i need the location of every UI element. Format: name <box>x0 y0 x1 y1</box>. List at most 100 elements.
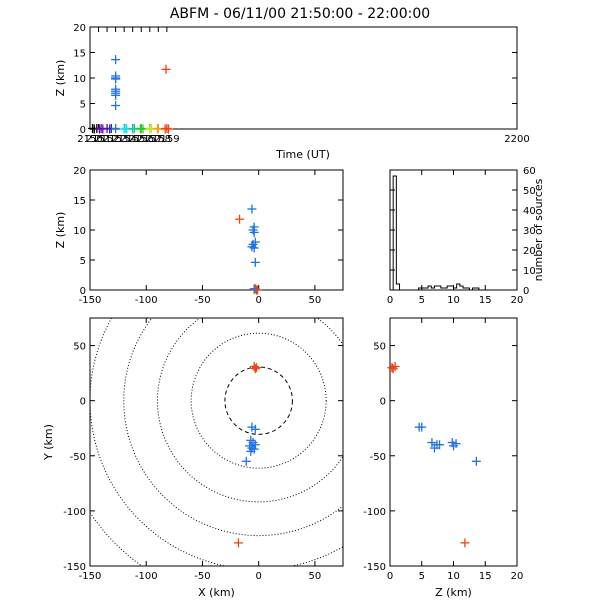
y-tick-label: -50 <box>370 452 386 463</box>
x-tick-label: 2154 <box>111 134 136 145</box>
x-axis-label: Z (km) <box>435 586 472 599</box>
source-marker <box>111 74 121 84</box>
y-tick-label: 40 <box>523 206 536 217</box>
plan-view-panel: -150 -100 -50 0 50 -150 -100 -50 0 50 X (km) Y (km) <box>42 317 344 599</box>
source-marker <box>241 456 251 466</box>
y-tick-label: 20 <box>73 23 86 34</box>
source-marker <box>249 227 259 237</box>
source-marker <box>111 123 121 133</box>
y-tick-label: 20 <box>73 166 86 177</box>
source-marker <box>233 538 243 548</box>
x-tick-label: 0 <box>255 571 261 582</box>
source-marker <box>161 64 171 74</box>
source-marker <box>251 363 261 373</box>
y-tick-label: 5 <box>80 256 86 267</box>
y-tick-label: 50 <box>373 342 386 353</box>
range-ring <box>190 332 327 469</box>
source-marker <box>435 440 445 450</box>
histogram-step-line <box>390 175 517 291</box>
y-tick-label: 10 <box>73 226 86 237</box>
plot-frame <box>389 169 518 291</box>
x-axis-label: X (km) <box>198 586 235 599</box>
y-axis-label: Z (km) <box>54 60 67 97</box>
source-marker <box>460 538 470 548</box>
range-ring <box>90 318 343 566</box>
y-tick-label: 0 <box>80 286 86 297</box>
x-tick-label: -150 <box>79 295 102 306</box>
source-marker <box>451 439 461 449</box>
source-marker <box>249 361 259 371</box>
x-tick-label: 20 <box>511 571 524 582</box>
x-tick-label: 2200 <box>504 134 529 145</box>
x-tick-label: 2156 <box>129 134 154 145</box>
y-tick-label: 15 <box>73 49 86 60</box>
range-ring <box>90 511 143 566</box>
x-tick-label: 0 <box>387 295 393 306</box>
source-markers <box>387 361 481 548</box>
source-marker <box>471 456 481 466</box>
x-tick-label: -150 <box>79 571 102 582</box>
range-ring <box>156 318 343 503</box>
source-markers <box>235 204 263 295</box>
x-tick-label: 2153 <box>103 134 128 145</box>
y-tick-label: 10 <box>523 266 536 277</box>
y-tick-label: 50 <box>523 186 536 197</box>
y-tick-label: 0 <box>80 125 86 136</box>
range-rings <box>90 318 343 566</box>
x-height-panel: -150 -100 -50 0 50 0 5 10 15 20 Z (km) <box>54 166 344 306</box>
y-tick-label: 0 <box>380 397 386 408</box>
plot-frame <box>89 26 518 130</box>
source-marker <box>246 435 256 445</box>
y-axis-label: Z (km) <box>54 212 67 249</box>
source-marker <box>249 284 259 294</box>
source-marker <box>388 364 398 374</box>
y-axis-label: Y (km) <box>42 424 55 461</box>
y-tick-label: -150 <box>363 562 386 573</box>
source-marker <box>164 124 174 134</box>
x-tick-label: 2159 <box>154 134 179 145</box>
y-tick-label: 10 <box>73 74 86 85</box>
y-tick-label: 0 <box>80 397 86 408</box>
x-tick-label: -100 <box>135 295 158 306</box>
y-tick-label: 0 <box>523 286 529 297</box>
source-marker <box>250 257 260 267</box>
height-y-panel: 0 5 10 15 20 -150 -100 -50 0 50 Z (km) <box>363 317 524 599</box>
source-marker <box>235 214 245 224</box>
source-marker <box>247 242 257 252</box>
source-markers <box>88 55 174 134</box>
y-tick-label: 15 <box>73 196 86 207</box>
y-tick-label: 20 <box>523 246 536 257</box>
y-axis-label: number of sources <box>532 178 545 281</box>
x-tick-label: 2158 <box>146 134 171 145</box>
x-tick-label: -100 <box>135 571 158 582</box>
source-marker <box>427 438 437 448</box>
source-marker <box>246 446 256 456</box>
x-tick-label: 5 <box>419 295 425 306</box>
x-tick-label: 15 <box>479 295 492 306</box>
x-tick-label: 10 <box>447 295 460 306</box>
range-ring <box>123 318 343 537</box>
y-tick-label: 50 <box>73 342 86 353</box>
source-marker <box>417 422 427 432</box>
x-tick-label: 20 <box>511 295 524 306</box>
x-tick-label: 2151 <box>86 134 111 145</box>
y-tick-label: 60 <box>523 166 536 177</box>
x-tick-label: 50 <box>309 571 322 582</box>
source-marker <box>249 243 259 253</box>
x-axis-label: Time (UT) <box>275 148 330 161</box>
x-tick-label: 10 <box>447 571 460 582</box>
y-tick-label: 30 <box>523 226 536 237</box>
x-tick-label: 2155 <box>120 134 145 145</box>
x-tick-label: 15 <box>479 571 492 582</box>
y-tick-label: -150 <box>63 562 86 573</box>
source-marker <box>387 363 397 373</box>
plot-frame <box>89 169 344 291</box>
source-marker <box>111 101 121 111</box>
source-marker <box>247 204 257 214</box>
x-tick-label: 2157 <box>137 134 162 145</box>
x-tick-label: -50 <box>194 295 210 306</box>
y-tick-label: -100 <box>63 507 86 518</box>
source-marker <box>250 364 260 374</box>
